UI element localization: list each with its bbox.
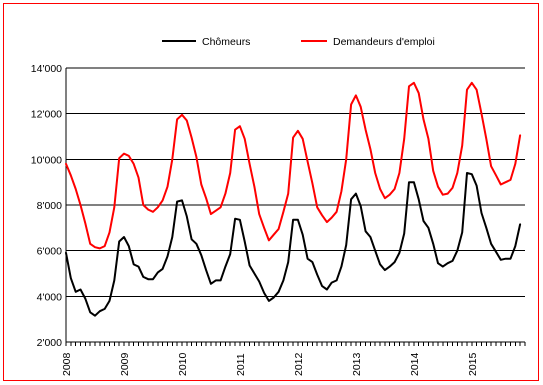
x-tick-label: 2009: [119, 352, 131, 376]
x-tick-label: 2008: [61, 352, 73, 376]
x-tick-label: 2015: [467, 352, 479, 376]
legend-label: Demandeurs d'emploi: [333, 36, 435, 48]
legend-label: Chômeurs: [202, 36, 250, 48]
y-tick-label: 4'000: [37, 291, 63, 303]
series-line-demandeurs: [65, 81, 522, 250]
x-tick-label: 2012: [293, 352, 305, 376]
y-tick-label: 2'000: [37, 337, 63, 349]
y-tick-label: 14'000: [31, 63, 62, 75]
y-tick-label: 6'000: [37, 246, 63, 258]
y-tick-label: 8'000: [37, 200, 63, 212]
x-tick-label: 2013: [351, 352, 363, 376]
x-tick-label: 2014: [409, 352, 421, 376]
x-tick-label: 2010: [177, 352, 189, 376]
y-tick-label: 12'000: [31, 109, 62, 121]
y-tick-label: 10'000: [31, 154, 62, 166]
x-tick-label: 2011: [235, 353, 247, 376]
series-line-chomeurs: [65, 172, 522, 317]
